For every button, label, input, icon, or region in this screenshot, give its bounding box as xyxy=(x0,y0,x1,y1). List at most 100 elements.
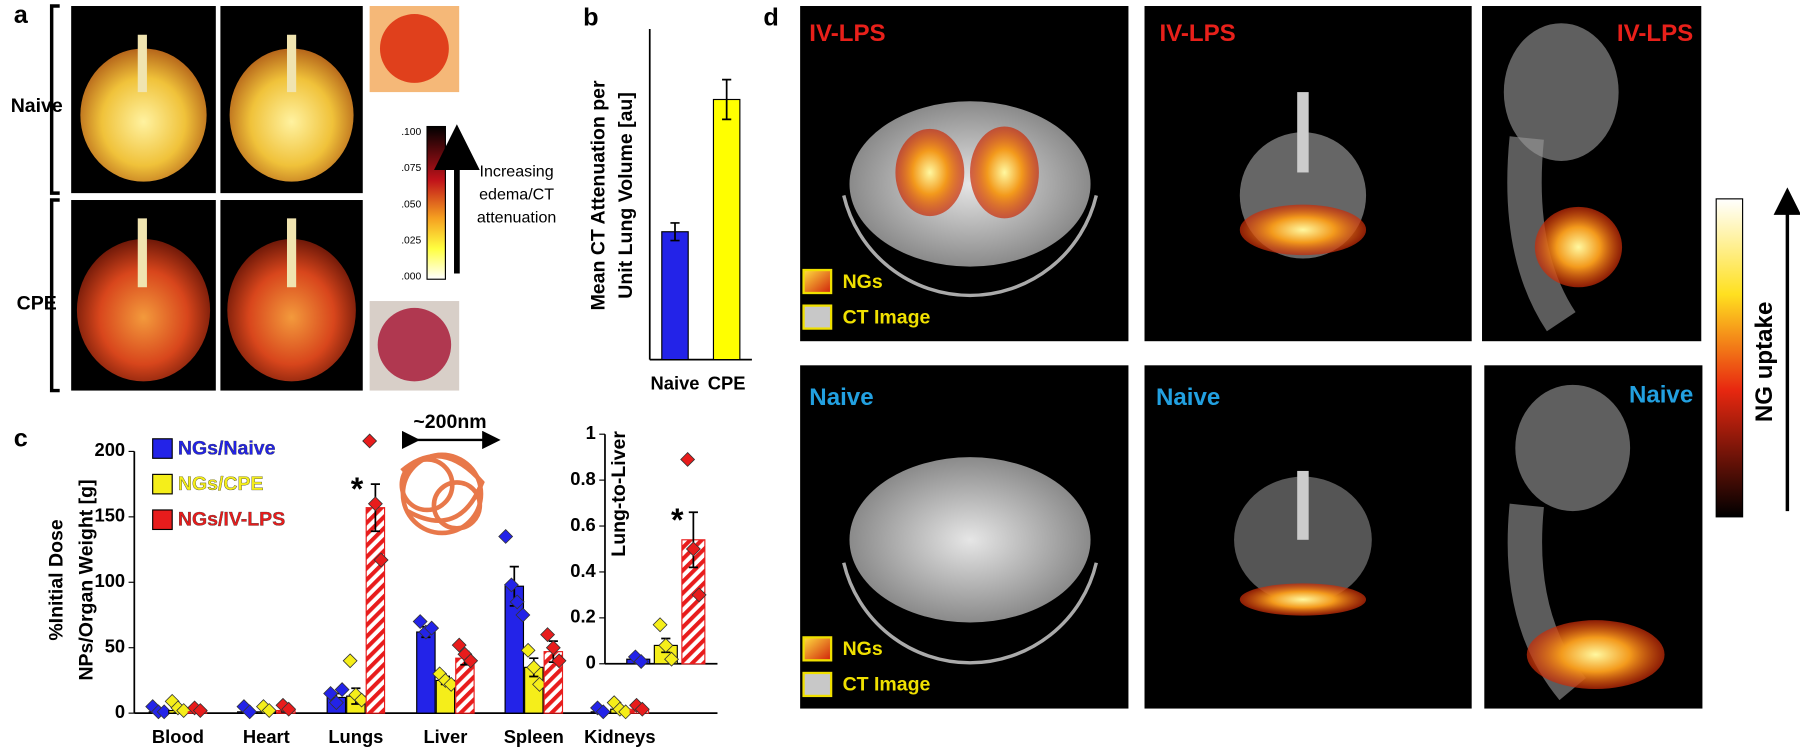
data-point xyxy=(551,653,567,669)
arrow-text: Increasing xyxy=(480,163,554,181)
data-point xyxy=(328,695,344,711)
data-point xyxy=(367,496,383,512)
y-tick-label: 1 xyxy=(586,422,596,443)
y-tick-label: 0 xyxy=(586,652,596,673)
error-bar xyxy=(722,78,732,121)
legend-swatch xyxy=(152,509,173,531)
image-label: IV-LPS xyxy=(809,20,885,47)
legend-label: CT Image xyxy=(843,674,931,696)
data-point xyxy=(634,701,650,717)
image-label: IV-LPS xyxy=(1159,20,1235,47)
legend-swatch xyxy=(802,671,833,698)
legend-label: CT Image xyxy=(843,306,931,328)
significance-star: * xyxy=(671,502,684,538)
data-point xyxy=(520,642,536,658)
data-point xyxy=(424,620,440,636)
data-point xyxy=(373,552,389,568)
data-point xyxy=(503,577,519,593)
legend-swatch xyxy=(802,636,833,662)
legend-swatch xyxy=(802,268,833,295)
y-tick-label: 200 xyxy=(94,439,125,460)
x-tick-label: Blood xyxy=(152,726,204,747)
legend-label: NGs xyxy=(843,638,883,660)
legend-swatch xyxy=(152,473,173,495)
data-point xyxy=(192,703,208,718)
y-axis-label: %Initial Dose xyxy=(46,519,68,641)
arrow-text: edema/CT xyxy=(479,186,554,204)
panel-label: a xyxy=(14,1,29,29)
data-point xyxy=(242,704,258,720)
x-tick-label: Lungs xyxy=(328,726,383,747)
data-point xyxy=(451,637,467,653)
data-point xyxy=(362,433,378,449)
data-point xyxy=(412,614,428,629)
data-point xyxy=(691,587,707,603)
y-tick-label: 50 xyxy=(105,636,125,657)
data-point xyxy=(664,651,680,667)
data-point xyxy=(658,637,674,653)
bar xyxy=(661,231,689,361)
data-point xyxy=(680,451,696,467)
colorbar-tick: .025 xyxy=(401,235,421,246)
error-bar xyxy=(670,222,680,242)
y-tick-label: 0 xyxy=(115,701,125,722)
y-tick-label: 0.4 xyxy=(570,560,596,581)
x-tick-label: CPE xyxy=(708,373,746,394)
colorbar-tick: .100 xyxy=(401,127,421,138)
panel-label: d xyxy=(763,3,778,31)
data-point xyxy=(685,541,701,557)
data-point xyxy=(652,617,668,633)
x-tick-label: Naive xyxy=(651,373,700,394)
x-tick-label: Liver xyxy=(423,726,467,747)
data-point xyxy=(261,703,277,718)
ct-images xyxy=(800,6,1800,709)
y-axis-label: Lung-to-Liver xyxy=(608,431,630,557)
data-point xyxy=(545,640,561,656)
y-tick-label: 0.8 xyxy=(570,468,596,489)
image-label: Naive xyxy=(1629,382,1693,409)
y-tick-label: 100 xyxy=(94,570,125,591)
data-point xyxy=(540,627,556,643)
data-point xyxy=(323,686,339,701)
y-axis-label: NPs/Organ Weight [g] xyxy=(75,479,97,680)
y-axis-label: Unit Lung Volume [au] xyxy=(615,92,637,299)
legend-label: NGs/IV-LPS xyxy=(178,508,285,530)
x-tick-label: Spleen xyxy=(504,726,564,747)
row-label: Naive xyxy=(11,95,63,117)
y-axis-label: Mean CT Attenuation per xyxy=(587,80,609,310)
data-point xyxy=(498,529,514,544)
colorbar-tick: .050 xyxy=(401,199,421,210)
data-point xyxy=(526,659,542,675)
bar xyxy=(712,98,741,361)
data-point xyxy=(281,701,297,717)
image-label: Naive xyxy=(809,384,873,411)
arrow-text: attenuation xyxy=(477,209,557,227)
legend-label: NGs/CPE xyxy=(178,473,264,495)
image-label: IV-LPS xyxy=(1617,20,1693,47)
data-point xyxy=(334,682,350,698)
x-tick-label: Kidneys xyxy=(584,726,655,747)
data-point xyxy=(156,704,172,720)
nanogel-illustration xyxy=(399,430,501,536)
image-label: Naive xyxy=(1156,384,1220,411)
x-tick-label: Heart xyxy=(243,726,290,747)
legend-label: NGs xyxy=(843,271,883,293)
legend-swatch xyxy=(802,304,833,330)
data-point xyxy=(509,594,525,610)
row-label: CPE xyxy=(17,293,57,315)
data-point xyxy=(633,654,649,669)
size-label: ~200nm xyxy=(413,411,486,433)
error-bar xyxy=(688,511,698,569)
lung-renderings xyxy=(49,4,480,393)
y-tick-label: 150 xyxy=(94,505,125,526)
legend-label: NGs/Naive xyxy=(178,437,276,459)
colorbar-tick: .000 xyxy=(401,272,421,283)
data-point xyxy=(595,704,611,720)
panel-label: c xyxy=(14,425,28,453)
bar xyxy=(416,631,436,714)
colorbar-tick: .075 xyxy=(401,163,421,174)
significance-star: * xyxy=(351,471,364,507)
legend-swatch xyxy=(152,438,173,459)
data-point xyxy=(463,653,479,669)
